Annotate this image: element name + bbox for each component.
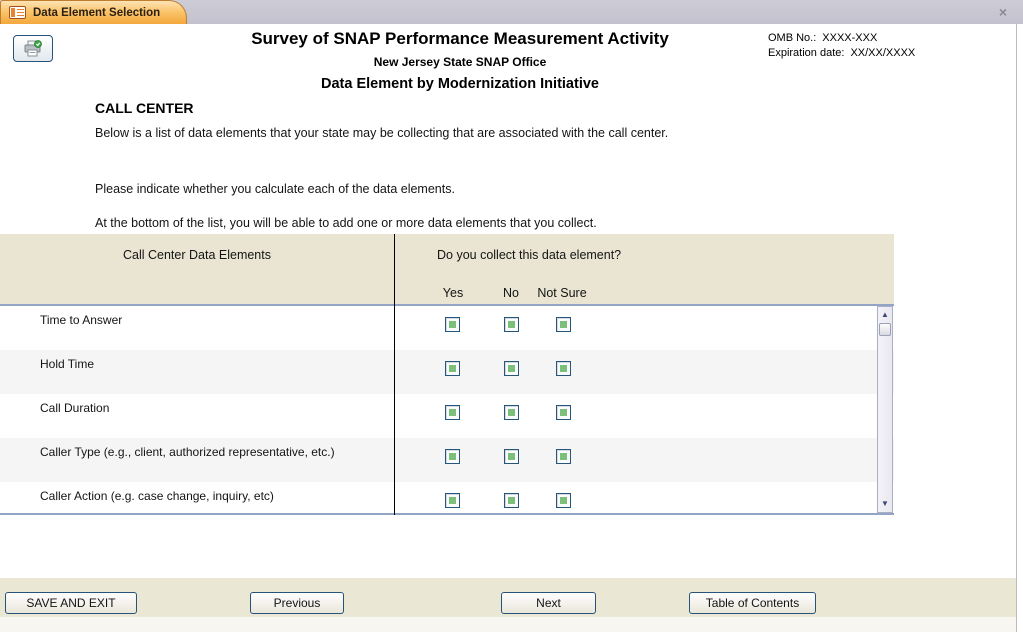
- table-row: Time to Answer: [0, 306, 894, 350]
- checkbox-fill: [508, 453, 515, 460]
- vertical-scrollbar[interactable]: ▲ ▼: [877, 306, 893, 513]
- access-form-icon: [9, 6, 26, 19]
- previous-button[interactable]: Previous: [250, 592, 344, 614]
- table-row: Caller Action (e.g. case change, inquiry…: [0, 482, 894, 513]
- checkbox-fill: [508, 497, 515, 504]
- expiration-label: Expiration date:: [768, 47, 845, 59]
- checkbox-fill: [449, 497, 456, 504]
- table-row: Caller Type (e.g., client, authorized re…: [0, 438, 894, 482]
- table-row: Call Duration: [0, 394, 894, 438]
- form-name: Data Element by Modernization Initiative: [321, 76, 599, 92]
- checkbox-yes[interactable]: [445, 317, 460, 332]
- checkbox-not-sure[interactable]: [556, 493, 571, 508]
- scroll-down-icon[interactable]: ▼: [881, 499, 889, 508]
- checkbox-fill: [449, 365, 456, 372]
- expiration-value: XX/XX/XXXX: [850, 47, 916, 59]
- document-tab-bar: Data Element Selection ×: [0, 0, 1023, 24]
- checkbox-no[interactable]: [504, 361, 519, 376]
- window-right-edge: [1016, 24, 1017, 632]
- data-element-label: Caller Type (e.g., client, authorized re…: [40, 445, 335, 459]
- checkbox-yes[interactable]: [445, 361, 460, 376]
- data-element-label: Caller Action (e.g. case change, inquiry…: [40, 489, 274, 503]
- checkbox-no[interactable]: [504, 493, 519, 508]
- column-header-question: Do you collect this data element?: [437, 248, 622, 262]
- footer-strip: [0, 617, 1016, 632]
- tab-label: Data Element Selection: [33, 6, 161, 19]
- checkbox-fill: [560, 365, 567, 372]
- option-header-no: No: [503, 286, 519, 300]
- close-icon[interactable]: ×: [998, 4, 1008, 20]
- intro-paragraph-2: Please indicate whether you calculate ea…: [95, 182, 455, 196]
- tab-data-element-selection[interactable]: Data Element Selection: [0, 0, 188, 24]
- table-row: Hold Time: [0, 350, 894, 394]
- intro-paragraph-1: Below is a list of data elements that yo…: [95, 126, 669, 140]
- checkbox-not-sure[interactable]: [556, 405, 571, 420]
- data-element-label: Time to Answer: [40, 313, 123, 327]
- expiration-line: Expiration date: XX/XX/XXXX: [768, 46, 915, 61]
- intro-paragraph-3: At the bottom of the list, you will be a…: [95, 216, 597, 230]
- data-element-label: Hold Time: [40, 357, 95, 371]
- data-element-label: Call Duration: [40, 401, 110, 415]
- checkbox-yes[interactable]: [445, 493, 460, 508]
- checkbox-fill: [508, 321, 515, 328]
- checkbox-no[interactable]: [504, 449, 519, 464]
- checkbox-fill: [449, 453, 456, 460]
- omb-number-value: XXXX-XXX: [822, 32, 878, 44]
- save-and-exit-button[interactable]: SAVE AND EXIT: [5, 592, 137, 614]
- omb-number-label: OMB No.:: [768, 32, 817, 44]
- scrollbar-thumb[interactable]: [879, 323, 891, 336]
- option-header-not-sure: Not Sure: [537, 286, 587, 300]
- option-header-yes: Yes: [442, 286, 464, 300]
- checkbox-fill: [508, 409, 515, 416]
- column-divider: [394, 234, 395, 515]
- checkbox-fill: [560, 497, 567, 504]
- print-button[interactable]: [13, 35, 53, 62]
- checkbox-fill: [560, 321, 567, 328]
- table-rows: Time to Answer Hold Time Call Duration Call…: [0, 304, 894, 515]
- next-button[interactable]: Next: [501, 592, 596, 614]
- checkbox-no[interactable]: [504, 317, 519, 332]
- checkbox-fill: [449, 409, 456, 416]
- checkbox-fill: [560, 453, 567, 460]
- table-of-contents-button[interactable]: Table of Contents: [689, 592, 816, 614]
- office-subtitle: New Jersey State SNAP Office: [373, 55, 547, 69]
- column-header-elements: Call Center Data Elements: [123, 248, 271, 262]
- checkbox-not-sure[interactable]: [556, 317, 571, 332]
- omb-number-line: OMB No.: XXXX-XXX: [768, 31, 915, 46]
- checkbox-yes[interactable]: [445, 449, 460, 464]
- checkbox-not-sure[interactable]: [556, 361, 571, 376]
- checkbox-yes[interactable]: [445, 405, 460, 420]
- page-title: Survey of SNAP Performance Measurement A…: [251, 29, 669, 48]
- checkbox-fill: [560, 409, 567, 416]
- checkbox-fill: [508, 365, 515, 372]
- checkbox-not-sure[interactable]: [556, 449, 571, 464]
- table-header-band: Call Center Data Elements Do you collect…: [0, 234, 894, 304]
- section-heading: CALL CENTER: [95, 100, 194, 116]
- checkbox-fill: [449, 321, 456, 328]
- omb-block: OMB No.: XXXX-XXX Expiration date: XX/XX/X…: [768, 31, 915, 61]
- checkbox-no[interactable]: [504, 405, 519, 420]
- scroll-up-icon[interactable]: ▲: [881, 310, 889, 319]
- printer-icon: [24, 39, 42, 56]
